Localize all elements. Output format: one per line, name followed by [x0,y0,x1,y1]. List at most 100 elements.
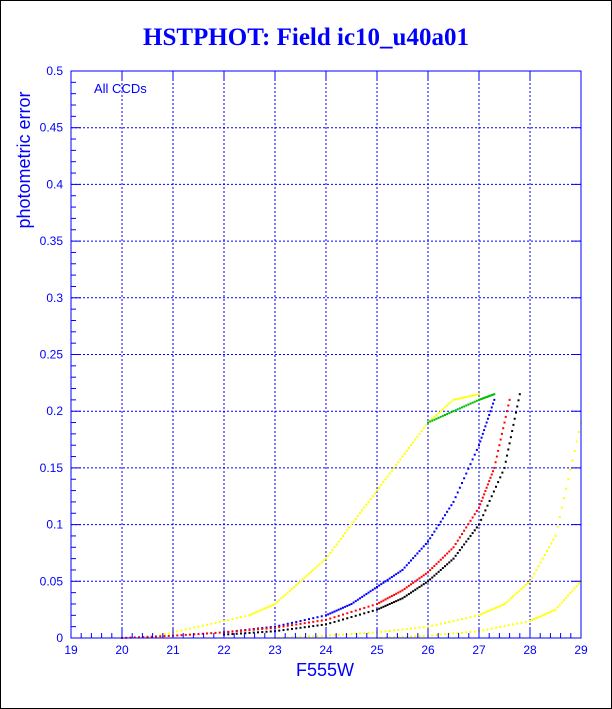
data-point-interp [484,611,487,614]
data-point-interp [539,561,542,564]
data-point-interp [410,591,412,594]
data-point-interp [369,498,372,501]
data-point-interp [444,633,446,636]
data-point-interp [297,582,300,585]
data-point-interp [235,630,238,633]
annotation-all-ccds: All CCDs [94,81,147,96]
data-point-interp [218,631,221,634]
data-point-interp [569,468,572,471]
data-point-interp [446,563,449,566]
data-point-interp [431,567,434,570]
data-point-interp [441,517,444,520]
series-4 [121,398,511,639]
data-point-interp [484,509,487,512]
y-tick-label: 0.5 [46,64,63,78]
data-point-interp [367,591,370,594]
data-point-interp [159,635,162,638]
data-point-interp [424,581,427,584]
data-point-interp [342,534,344,537]
data-point-interp [348,603,351,606]
data-point-interp [284,593,287,596]
data-point-interp [488,609,491,612]
data-point-interp [410,583,412,586]
data-point-interp [252,631,255,634]
data-point-interp [214,621,217,624]
data-point-interp [512,595,514,598]
data-point-interp [414,588,417,591]
data-point-interp [418,635,421,638]
data-point-interp [282,625,285,628]
data-point-interp [539,615,542,618]
data-point-interp [471,394,474,397]
data-point-interp [193,626,196,629]
data-point-interp [416,435,419,438]
data-point-interp [435,527,438,530]
x-tick-label: 29 [574,643,588,657]
data-point-interp [240,632,242,635]
data-point-interp [499,438,502,441]
data-point [452,398,455,401]
data-point-interp [388,636,391,639]
data-point-interp [475,509,478,512]
data-point-interp [295,636,298,639]
data-point [325,618,327,621]
data-point-interp [533,572,536,575]
data-point [325,614,327,617]
data-point-interp [412,590,415,593]
y-tick-label: 0 [56,631,63,645]
data-point-interp [303,576,306,579]
data-point-interp [420,430,423,433]
data-point-interp [431,417,434,420]
data-point [427,580,429,583]
series-3 [427,393,496,424]
data-point-interp [492,490,495,493]
data-point-interp [531,576,534,579]
data-point [452,500,455,503]
data-point-interp [541,557,544,560]
data-point-interp [346,612,349,615]
data-point-interp [490,473,493,476]
data-point-interp [450,559,453,562]
data-point-interp [429,578,432,581]
data-point-interp [329,622,332,625]
data-point-interp [424,542,427,545]
data-point-interp [312,635,315,638]
data-point-interp [458,397,461,400]
data-point-interp [320,619,323,622]
data-point-interp [488,395,491,398]
data-point-interp [489,410,492,413]
data-point-interp [350,633,353,636]
data-point-interp [380,600,383,603]
data-point-interp [367,631,370,634]
data-point-interp [475,526,478,529]
data-point-interp [320,623,323,626]
y-tick-label: 0.2 [46,404,63,418]
data-point-interp [393,629,395,632]
data-point-interp [291,636,293,639]
data-point-interp [384,598,387,601]
data-point-interp [495,606,497,609]
data-point-interp [467,523,470,526]
data-point [401,589,404,592]
data-point [248,614,251,617]
data-point-interp [506,454,509,457]
data-point-interp [286,636,289,639]
data-point-interp [295,620,298,623]
data-point-interp [231,630,234,633]
data-point-interp [526,582,529,585]
data-point-interp [469,616,472,619]
data-point-interp [422,545,425,548]
data-point-interp [354,609,357,612]
data-point-interp [435,633,438,636]
data-point-interp [444,406,446,409]
data-point-interp [473,615,476,618]
data-point-interp [407,584,410,587]
data-point-interp [435,623,438,626]
data-point-interp [214,631,217,634]
data-point-interp [475,399,478,402]
data-point-interp [429,420,432,423]
data-point [478,393,480,396]
data-point-interp [475,448,478,451]
data-point-interp [429,537,432,540]
data-point-interp [499,604,502,607]
